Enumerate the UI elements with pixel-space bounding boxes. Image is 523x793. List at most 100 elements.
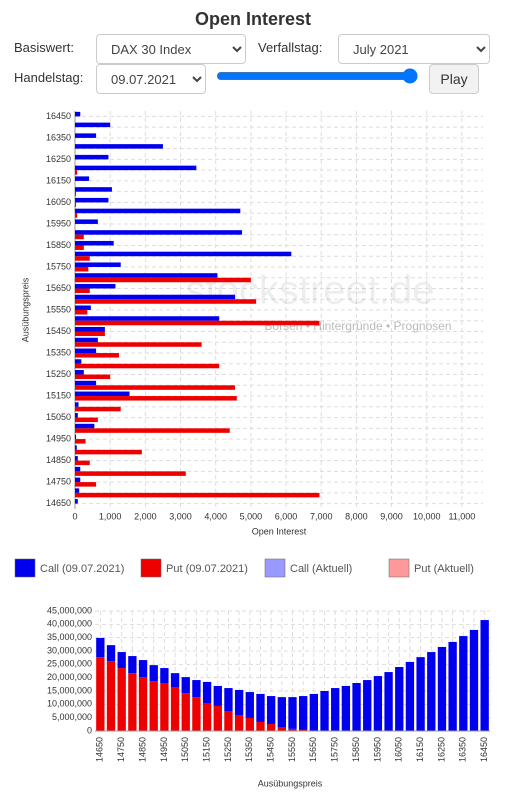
bar <box>75 245 84 250</box>
verfallstag-select[interactable]: July 2021 <box>338 34 490 64</box>
y-tick-label: 14950 <box>46 433 71 443</box>
bar-segment <box>416 657 425 731</box>
y-tick-label: 40,000,000 <box>47 619 92 629</box>
x-tick-label: 11,000 <box>448 511 475 521</box>
bar-segment <box>277 697 286 727</box>
bar-segment <box>181 693 190 731</box>
basiswert-select[interactable]: DAX 30 Index <box>96 34 246 64</box>
x-tick-label: 6,000 <box>275 511 298 521</box>
handelstag-select[interactable]: 09.07.2021 <box>96 64 206 94</box>
bar <box>75 197 109 203</box>
bar <box>75 353 119 358</box>
y-tick-label: 35,000,000 <box>47 632 92 642</box>
bar <box>75 273 218 278</box>
bar <box>75 456 78 461</box>
bar-segment <box>213 705 222 731</box>
legend-swatch <box>264 558 286 578</box>
bar-segment <box>192 697 201 731</box>
bar <box>75 396 237 401</box>
bar-segment <box>352 683 361 731</box>
bar-segment <box>256 693 265 722</box>
bar-segment <box>192 680 201 698</box>
bar <box>75 320 320 326</box>
bar-segment <box>160 668 169 683</box>
bar-segment <box>106 645 116 662</box>
y-tick-label: 15250 <box>46 369 71 379</box>
bar-segment <box>213 685 222 706</box>
bar <box>75 213 78 218</box>
bar-segment <box>106 661 116 731</box>
x-tick-label: 14950 <box>159 737 169 762</box>
bar <box>75 230 243 235</box>
bar <box>75 326 105 332</box>
bar <box>75 348 97 354</box>
y-axis-title: Ausübungspreis <box>20 277 30 342</box>
bar-segment <box>181 677 190 694</box>
y-tick-label: 16150 <box>46 175 71 185</box>
bar-segment <box>224 688 233 711</box>
bar-segment <box>170 673 180 687</box>
bar <box>75 219 98 224</box>
bar-segment <box>363 680 372 731</box>
bar-segment <box>288 728 297 731</box>
x-tick-label: 15750 <box>330 737 340 762</box>
x-tick-label: 15650 <box>308 737 318 762</box>
bar-segment <box>395 667 404 731</box>
bar <box>75 256 90 261</box>
y-tick-label: 16050 <box>46 197 71 207</box>
y-tick-label: 10,000,000 <box>47 699 92 709</box>
bar <box>75 299 257 304</box>
bar <box>75 176 90 181</box>
bar <box>75 202 77 207</box>
y-tick-label: 14650 <box>46 498 71 508</box>
legend-swatch <box>388 558 410 578</box>
bar <box>75 466 81 472</box>
bar-segment <box>234 715 244 731</box>
bar <box>75 482 97 487</box>
bar <box>75 423 95 429</box>
date-slider[interactable] <box>216 68 418 84</box>
x-tick-label: 0 <box>72 511 77 521</box>
bar <box>75 294 236 300</box>
bar <box>75 331 105 337</box>
y-tick-label: 16450 <box>46 111 71 121</box>
bar <box>75 359 82 364</box>
y-tick-label: 30,000,000 <box>47 645 92 655</box>
bar <box>75 240 114 246</box>
bar-segment <box>138 660 148 678</box>
bar-segment <box>128 656 137 674</box>
bar <box>75 144 163 149</box>
bar-segment <box>427 652 436 731</box>
x-tick-label: 15850 <box>351 737 361 762</box>
bar <box>75 251 292 257</box>
bar <box>75 133 97 138</box>
x-tick-label: 4,000 <box>204 511 227 521</box>
bar <box>75 445 77 450</box>
x-tick-label: 15050 <box>180 737 190 762</box>
bar <box>75 316 220 321</box>
bar <box>75 391 130 397</box>
x-tick-label: 16250 <box>436 737 446 762</box>
bar-segment <box>202 703 212 731</box>
bar-segment <box>160 683 169 731</box>
bar <box>75 208 241 214</box>
bar <box>75 428 230 433</box>
bar <box>75 154 109 160</box>
x-tick-label: 16450 <box>479 737 489 762</box>
bar-segment <box>138 677 148 731</box>
bar <box>75 488 80 493</box>
play-button[interactable]: Play <box>429 64 479 94</box>
y-tick-label: 15450 <box>46 326 71 336</box>
bar <box>75 170 78 175</box>
y-tick-label: 15950 <box>46 218 71 228</box>
page-title: Open Interest <box>195 9 311 29</box>
bar-segment <box>170 687 180 731</box>
bar-segment <box>149 665 158 682</box>
x-tick-label: 15250 <box>223 737 233 762</box>
bar <box>75 191 77 197</box>
bar <box>75 111 81 117</box>
x-tick-label: 8,000 <box>345 511 368 521</box>
bar-segment <box>96 637 105 658</box>
